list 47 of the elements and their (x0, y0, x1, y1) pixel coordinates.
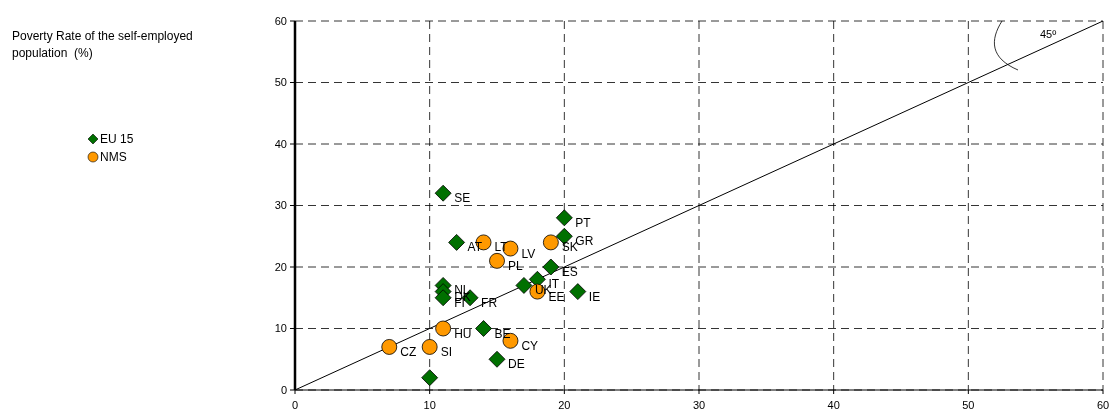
point (542, 234, 559, 251)
annotation: CZ (400, 344, 417, 359)
annotation: IE (588, 289, 601, 304)
y-tick-label: 0 (280, 383, 287, 396)
point (435, 320, 452, 337)
annotation: AT (467, 240, 483, 255)
annotation: CY (521, 338, 539, 353)
annotation: BE (494, 326, 511, 341)
annotation: PL (508, 258, 523, 273)
annotation: SE (454, 191, 471, 206)
x-tick-label: 20 (558, 399, 571, 411)
text: Poverty Rate of the self-employed population (%) (12, 29, 193, 60)
point (421, 369, 439, 387)
y-tick-label: 20 (274, 260, 287, 273)
point (421, 339, 438, 355)
annotation: LV (521, 246, 536, 261)
point (542, 258, 560, 276)
x-tick-label: 50 (962, 399, 975, 411)
x-tick-label: 10 (423, 399, 436, 411)
legend-label: EU 15 (100, 132, 134, 147)
point (555, 209, 573, 227)
x-tick-label: 40 (827, 399, 840, 411)
point (515, 277, 533, 294)
y-tick-label: 60 (274, 14, 287, 27)
point (434, 289, 452, 307)
annotation: 45º (1040, 28, 1057, 40)
annotation: DE (508, 357, 525, 372)
annotation: GR (575, 234, 594, 249)
annotation: SI (440, 344, 453, 359)
x-tick-label: 30 (692, 399, 706, 411)
annotation: PT (575, 215, 592, 230)
x-tick-label: 0 (291, 399, 299, 411)
point (475, 320, 492, 337)
y-tick-label: 50 (274, 76, 287, 89)
legend-label: NMS (100, 150, 127, 165)
annotation: HU (454, 326, 472, 341)
point (381, 339, 398, 355)
point (448, 234, 465, 251)
point (569, 283, 587, 300)
y-tick-label: 30 (274, 199, 287, 212)
y-tick-label: 10 (274, 322, 287, 335)
point (489, 252, 505, 269)
point (488, 350, 506, 368)
point (434, 184, 452, 202)
annotation: SK (561, 240, 578, 255)
y-tick-label: 40 (274, 137, 287, 150)
x-tick-label: 60 (1096, 399, 1110, 411)
